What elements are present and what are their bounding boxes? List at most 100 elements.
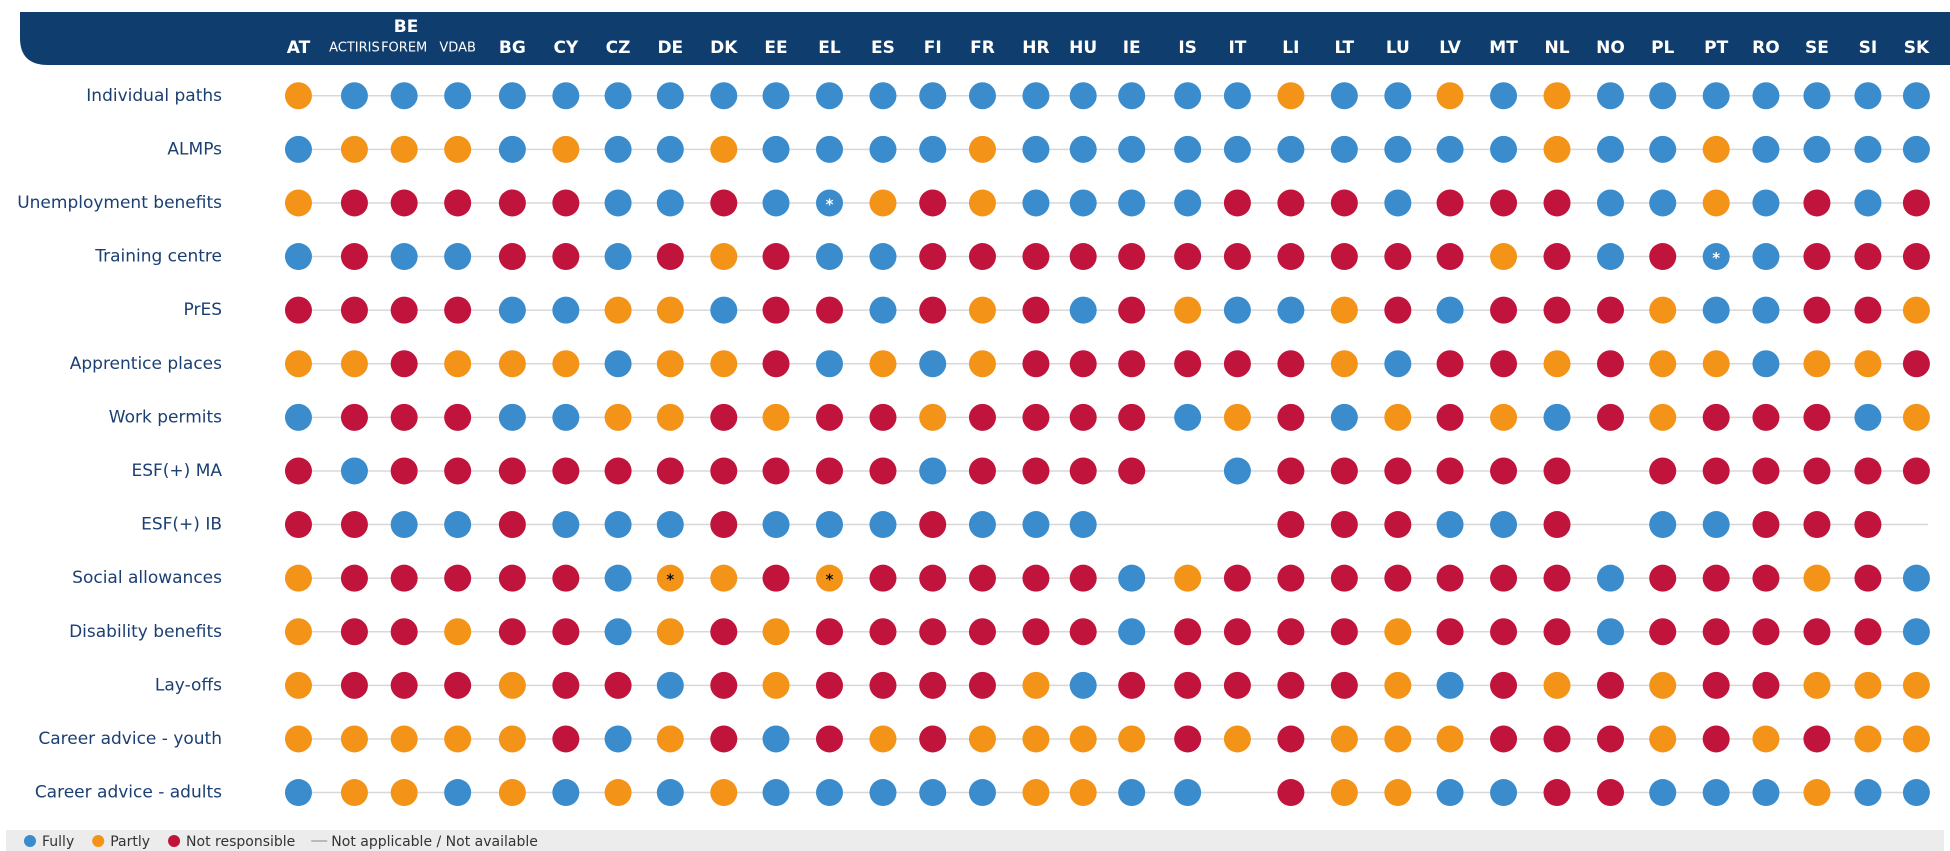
- status-dot: [1803, 457, 1831, 485]
- status-dot: [552, 189, 580, 217]
- status-dot: [604, 189, 632, 217]
- status-dot: [1752, 243, 1780, 271]
- status-dot: [815, 725, 843, 753]
- column-header: CZ: [606, 38, 631, 58]
- column-header: IS: [1178, 38, 1197, 58]
- status-dot: [1022, 296, 1050, 324]
- status-dot: [1436, 618, 1464, 646]
- status-dot: [815, 189, 843, 217]
- note-mark: *: [666, 571, 674, 589]
- status-dot: [968, 296, 996, 324]
- status-dot: [656, 296, 684, 324]
- status-dot: [1330, 564, 1358, 592]
- status-dot: [762, 564, 790, 592]
- status-dot: [1022, 243, 1050, 271]
- status-dot: [1752, 779, 1780, 807]
- column-header: LT: [1335, 38, 1355, 58]
- status-dot: [869, 296, 897, 324]
- status-dot: [1223, 725, 1251, 753]
- status-dot: [1174, 618, 1202, 646]
- status-dot: [1543, 564, 1571, 592]
- status-dot: [390, 135, 418, 163]
- status-dot: [1854, 296, 1882, 324]
- status-dot: [390, 511, 418, 539]
- status-dot: [968, 511, 996, 539]
- status-dot: [498, 457, 526, 485]
- status-dot: [284, 725, 312, 753]
- status-dot: [1752, 457, 1780, 485]
- status-dot: [1803, 403, 1831, 431]
- status-dot: [552, 82, 580, 110]
- status-dot: [656, 564, 684, 592]
- status-dot: [815, 296, 843, 324]
- status-dot: [1649, 779, 1677, 807]
- status-dot: [1902, 403, 1930, 431]
- status-dot: [1752, 618, 1780, 646]
- status-dot: [656, 135, 684, 163]
- status-dot: [444, 296, 472, 324]
- status-dot: [1803, 296, 1831, 324]
- column-header: HR: [1022, 38, 1049, 58]
- column-header: SI: [1859, 38, 1878, 58]
- status-dot: [869, 779, 897, 807]
- status-dot: [656, 671, 684, 699]
- status-dot: [710, 779, 738, 807]
- status-dot: [1174, 779, 1202, 807]
- status-dot: [1069, 350, 1097, 378]
- status-dot: [1543, 671, 1571, 699]
- status-dot: [762, 296, 790, 324]
- status-dot: [390, 243, 418, 271]
- status-dot: [444, 671, 472, 699]
- status-dot: [552, 564, 580, 592]
- status-dot: [1174, 403, 1202, 431]
- status-dot: [968, 189, 996, 217]
- status-dot: [340, 350, 368, 378]
- status-dot: [1330, 82, 1358, 110]
- status-dot: [815, 779, 843, 807]
- status-dot: [390, 671, 418, 699]
- status-dot: [552, 779, 580, 807]
- status-dot: [1649, 457, 1677, 485]
- column-header: NL: [1544, 38, 1569, 58]
- status-dot: [1490, 564, 1518, 592]
- status-dot: [1649, 135, 1677, 163]
- status-dot: [1436, 725, 1464, 753]
- status-dot: [968, 564, 996, 592]
- status-dot: [444, 350, 472, 378]
- status-dot: [552, 725, 580, 753]
- status-dot: [1330, 511, 1358, 539]
- status-dot: [1803, 189, 1831, 217]
- status-dot: [869, 135, 897, 163]
- status-dot: [1596, 403, 1624, 431]
- status-dot: [968, 243, 996, 271]
- status-dot: [604, 671, 632, 699]
- status-dot: [656, 457, 684, 485]
- status-dot: [1069, 725, 1097, 753]
- status-dot: [340, 82, 368, 110]
- status-dot: [390, 189, 418, 217]
- status-dot: [710, 725, 738, 753]
- status-dot: [1649, 82, 1677, 110]
- status-dot: [1022, 725, 1050, 753]
- status-dot: [1702, 725, 1730, 753]
- status-dot: [869, 457, 897, 485]
- status-dot: [1490, 243, 1518, 271]
- column-header: CY: [553, 38, 578, 58]
- status-dot: [1596, 243, 1624, 271]
- status-dot: [815, 457, 843, 485]
- status-dot: [284, 243, 312, 271]
- status-dot: [919, 564, 947, 592]
- status-dot: [1752, 564, 1780, 592]
- status-dot: [604, 135, 632, 163]
- status-dot: [656, 618, 684, 646]
- status-dot: [1596, 564, 1624, 592]
- status-dot: [919, 725, 947, 753]
- status-dot: [1069, 189, 1097, 217]
- status-dot: [498, 671, 526, 699]
- column-header: FI: [924, 38, 942, 58]
- status-dot: [604, 457, 632, 485]
- row-label: PrES: [184, 300, 222, 320]
- status-dot: [656, 403, 684, 431]
- status-dot: [1330, 725, 1358, 753]
- status-dot: [340, 725, 368, 753]
